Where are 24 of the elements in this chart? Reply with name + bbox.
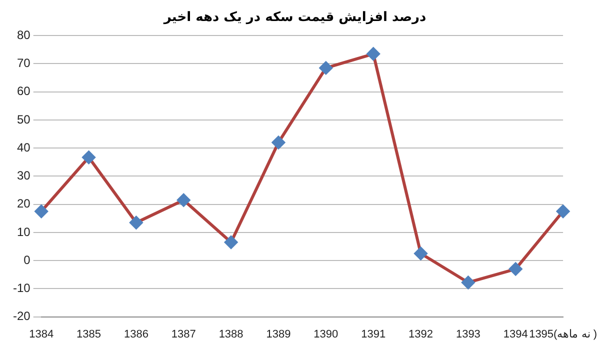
x-tick-label: 1385 — [76, 328, 102, 340]
x-tick-label: 1389 — [266, 328, 291, 340]
y-tick-label: -20 — [13, 309, 31, 324]
x-tick-label: 1394 — [503, 328, 528, 340]
y-tick-label: 20 — [16, 196, 31, 211]
x-tick-label: 1395(نه ماهه ) — [529, 328, 598, 340]
x-tick-label: 1393 — [456, 328, 480, 340]
y-tick-label: -10 — [13, 280, 31, 295]
y-tick-label: 80 — [16, 28, 31, 42]
y-tick-label: 10 — [16, 224, 31, 239]
x-tick-label: 1384 — [29, 328, 54, 340]
x-tick-label: 1390 — [314, 328, 338, 340]
y-tick-label: 60 — [16, 84, 31, 98]
y-tick-label: 0 — [24, 252, 31, 267]
y-tick-label: 70 — [16, 56, 31, 70]
x-tick-label: 1387 — [171, 328, 196, 340]
x-tick-label: 1392 — [408, 328, 434, 340]
x-tick-label: 1391 — [361, 328, 386, 340]
y-tick-label: 30 — [16, 168, 31, 183]
x-tick-label: 1386 — [124, 328, 148, 340]
y-tick-label: 40 — [16, 140, 31, 154]
y-tick-label: 50 — [16, 112, 31, 126]
chart-title: درصد افزایش قیمت سکه در یک دهه اخیر — [162, 10, 426, 26]
x-tick-label: 1388 — [218, 328, 244, 340]
